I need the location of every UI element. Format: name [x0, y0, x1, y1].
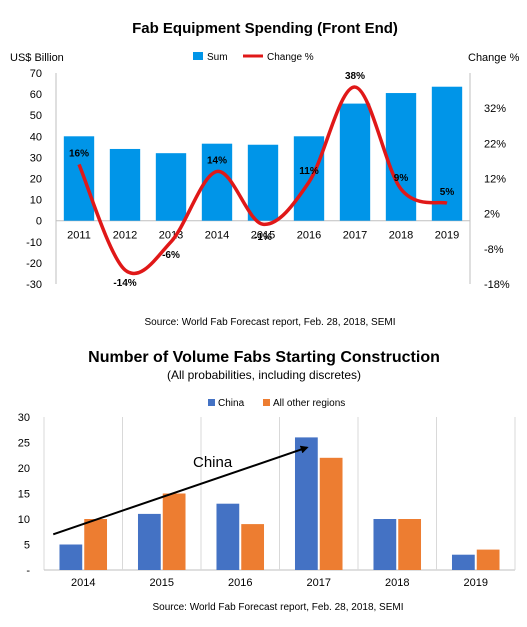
chart1-x-tick-label: 2015 — [251, 230, 275, 242]
chart1-data-label: 14% — [207, 155, 227, 166]
chart2-y-tick-label: - — [26, 565, 30, 577]
chart1-change-line — [77, 85, 448, 276]
chart2-x-tick-label: 2019 — [464, 577, 488, 589]
chart2-bar — [137, 513, 161, 570]
chart1-left-tick-label: 60 — [30, 89, 42, 101]
chart1-data-label: 11% — [299, 166, 319, 177]
chart2-bar — [84, 519, 108, 570]
chart1-data-label: 16% — [69, 148, 89, 159]
chart1-data-label: 9% — [394, 173, 409, 184]
chart1-left-tick-label: 30 — [30, 152, 42, 164]
chart2-legend-china-swatch — [208, 399, 215, 406]
chart1-right-tick-label: 12% — [484, 174, 506, 186]
chart1-right-tick-label: 32% — [484, 103, 506, 115]
chart1-bar — [385, 93, 417, 221]
chart1-x-tick-label: 2014 — [205, 230, 229, 242]
chart2-bar — [373, 519, 397, 570]
chart1-bar — [155, 153, 187, 221]
chart1-data-label: -1% — [254, 232, 272, 243]
chart1-left-tick-label: -30 — [26, 279, 42, 291]
chart2-bar — [59, 544, 83, 570]
chart1-legend: Sum Change % — [193, 52, 314, 63]
chart1-x-tick-label: 2016 — [297, 230, 321, 242]
chart2-y-tick-label: 10 — [18, 514, 30, 526]
chart2-x-tick-label: 2016 — [228, 577, 252, 589]
chart2-y-tick-label: 25 — [18, 438, 30, 450]
chart1-left-tick-label: 40 — [30, 131, 42, 143]
chart1-bar — [339, 103, 371, 221]
chart2-subtitle: (All probabilities, including discretes) — [167, 368, 361, 382]
chart2-legend: China All other regions — [208, 398, 345, 409]
chart1-bar — [431, 86, 463, 221]
chart1-bar — [63, 136, 95, 221]
chart1-data-label: -6% — [162, 250, 180, 261]
chart2-y-tick-label: 15 — [18, 489, 30, 501]
chart1-left-tick-label: 0 — [36, 216, 42, 228]
chart2-legend-other-label: All other regions — [273, 398, 345, 409]
chart1-left-tick-label: 20 — [30, 174, 42, 186]
chart1-left-tick-label: 50 — [30, 110, 42, 122]
chart2-trend-arrow — [52, 445, 309, 536]
chart1-title: Fab Equipment Spending (Front End) — [132, 20, 398, 37]
chart1-legend-change-label: Change % — [267, 52, 314, 63]
chart1-right-tick-label: -8% — [484, 244, 504, 256]
chart2-legend-other-swatch — [263, 399, 270, 406]
chart2-bar — [451, 554, 475, 570]
chart1-x-tick-label: 2017 — [343, 230, 367, 242]
chart1-source: Source: World Fab Forecast report, Feb. … — [144, 317, 395, 328]
chart2-bar — [162, 493, 186, 570]
chart2-legend-china-label: China — [218, 398, 245, 409]
chart1-right-tick-label: 2% — [484, 209, 500, 221]
chart1-right-axis-label: Change % — [468, 52, 520, 64]
chart1-legend-sum-label: Sum — [207, 52, 228, 63]
chart1-x-tick-label: 2011 — [67, 230, 91, 242]
chart1-x-tick-label: 2012 — [113, 230, 137, 242]
chart2-bar — [216, 503, 240, 570]
chart1-left-tick-label: 10 — [30, 195, 42, 207]
chart2-source: Source: World Fab Forecast report, Feb. … — [152, 602, 403, 613]
chart2-bar — [241, 524, 265, 570]
chart1-x-tick-label: 2019 — [435, 230, 459, 242]
chart2-x-tick-label: 2015 — [150, 577, 174, 589]
chart1-left-tick-label: 70 — [30, 68, 42, 80]
chart2-x-tick-label: 2018 — [385, 577, 409, 589]
chart1-bar — [109, 148, 141, 221]
chart2-bar — [476, 549, 500, 570]
chart1-bar — [293, 136, 325, 221]
chart2-y-tick-label: 30 — [18, 412, 30, 424]
chart1-right-tick-label: 22% — [484, 138, 506, 150]
chart2-title: Number of Volume Fabs Starting Construct… — [88, 349, 440, 366]
chart1-legend-sum-swatch — [193, 52, 203, 60]
chart1-data-label: -14% — [113, 278, 136, 289]
chart1-bar — [247, 144, 279, 221]
chart2-annotation: China — [193, 454, 233, 471]
chart2-bar — [294, 437, 318, 570]
chart2-y-tick-label: 20 — [18, 463, 30, 475]
chart1-left-axis-label: US$ Billion — [10, 52, 64, 64]
chart1-x-tick-label: 2018 — [389, 230, 413, 242]
chart2-x-tick-label: 2014 — [71, 577, 95, 589]
chart2-bar — [319, 457, 343, 570]
chart1-data-label: 5% — [440, 187, 455, 198]
chart2-x-tick-label: 2017 — [307, 577, 331, 589]
chart1-right-tick-label: -18% — [484, 279, 510, 291]
chart1-left-tick-label: -20 — [26, 258, 42, 270]
chart1-data-label: 38% — [345, 71, 365, 82]
chart1-left-tick-label: -10 — [26, 237, 42, 249]
chart2-y-tick-label: 5 — [24, 540, 30, 552]
chart2-bar — [398, 519, 422, 570]
